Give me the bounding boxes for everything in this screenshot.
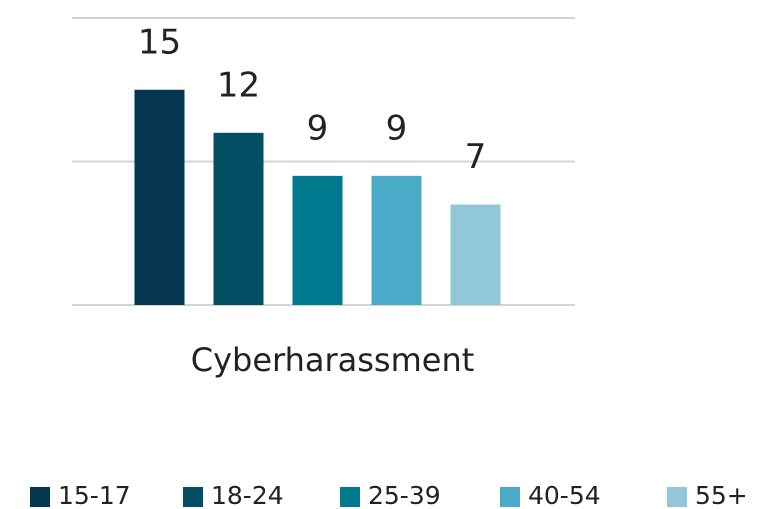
bar (213, 132, 264, 305)
legend-swatch (340, 487, 360, 507)
bar (134, 89, 185, 305)
legend-swatch (500, 487, 520, 507)
value-label: 15 (138, 22, 181, 62)
value-label: 9 (307, 108, 329, 148)
legend-swatch (30, 487, 50, 507)
legend-label: 25-39 (368, 481, 441, 509)
legend-label: 18-24 (211, 481, 284, 509)
legend-label: 15-17 (58, 481, 131, 509)
bar (450, 204, 501, 305)
legend-swatch (667, 487, 687, 507)
bar (292, 175, 343, 305)
legend-label: 40-54 (528, 481, 601, 509)
legend-label: 55+ (695, 481, 748, 509)
value-label: 12 (217, 65, 260, 105)
legend-swatch (183, 487, 203, 507)
category-label: Cyberharassment (191, 341, 475, 379)
value-label: 9 (386, 108, 408, 148)
bar (371, 175, 422, 305)
value-label: 7 (465, 137, 487, 177)
